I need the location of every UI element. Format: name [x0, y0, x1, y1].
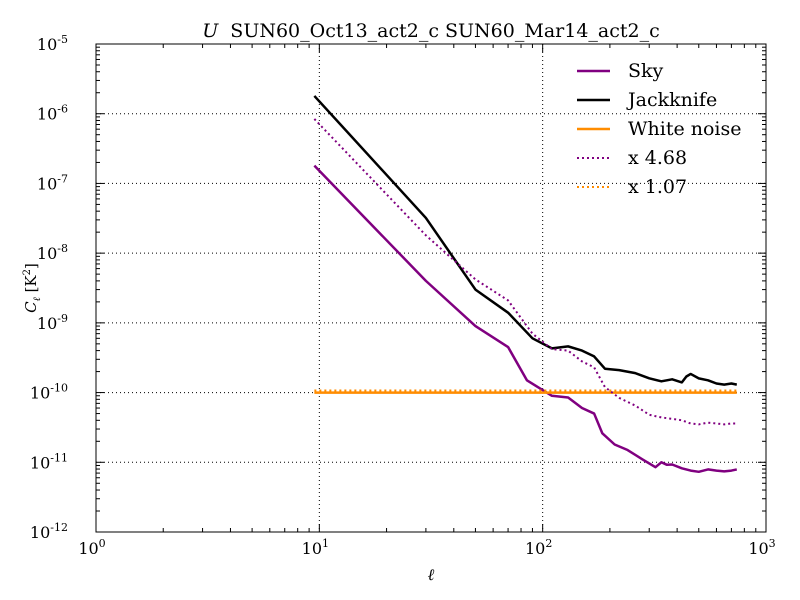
y-tick-label: 10-10 [30, 382, 68, 403]
legend-label: Sky [628, 60, 664, 82]
y-tick-label: 10-11 [30, 451, 68, 472]
legend-label: Jackknife [626, 89, 717, 111]
legend-label: White noise [628, 118, 742, 140]
series-layer [313, 95, 738, 474]
y-tick-label: 10-12 [30, 521, 68, 542]
y-tick-label: 10-6 [37, 103, 68, 124]
y-tick-label: 10-7 [37, 172, 68, 193]
title-text: SUN60_Oct13_act2_c SUN60_Mar14_act2_c [230, 20, 659, 42]
ticks: 100 101 102 103 10-12 10-11 10-10 10-9 10-8 10-7 1… [30, 33, 776, 558]
y-tick-label: 10-8 [37, 242, 68, 263]
x-tick-label: 103 [748, 537, 775, 558]
plot-frame [95, 43, 767, 533]
legend: Sky Jackknife White noise x 4.68 x 1.07 [577, 60, 742, 198]
y-axis-label: Cℓ [K2] [22, 263, 43, 313]
plot-area [96, 44, 766, 532]
x-tick-label: 102 [525, 537, 552, 558]
series-line-sky [313, 164, 738, 474]
legend-label: x 4.68 [628, 147, 687, 169]
series-line-jackknife [313, 95, 738, 386]
y-tick-label: 10-5 [37, 33, 68, 54]
title-prefix: U [202, 20, 219, 42]
chart-title: U SUN60_Oct13_act2_c SUN60_Mar14_act2_c [202, 20, 660, 42]
grid [96, 44, 766, 532]
y-tick-label: 10-9 [37, 312, 68, 333]
x-axis-label: ℓ [428, 565, 435, 584]
x-tick-label: 100 [78, 537, 105, 558]
x-tick-label: 101 [302, 537, 329, 558]
legend-label: x 1.07 [628, 176, 687, 198]
